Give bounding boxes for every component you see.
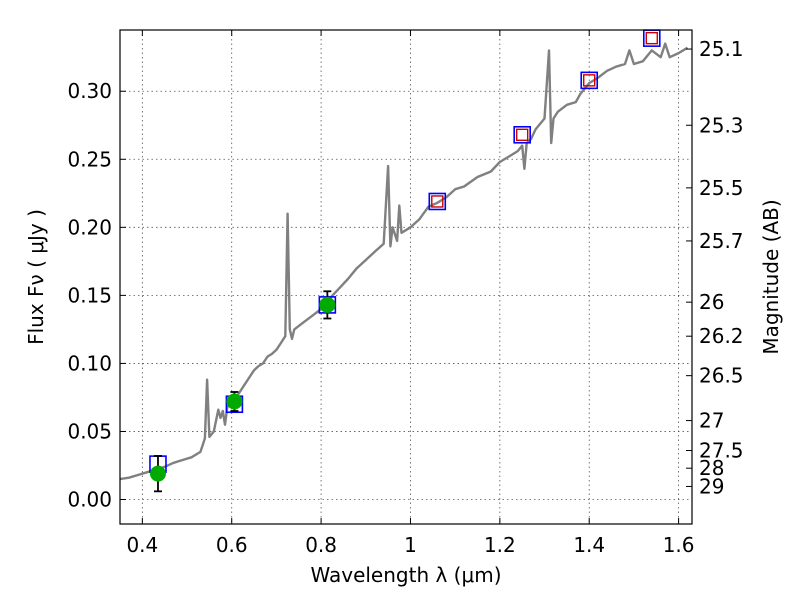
plot-frame (119, 29, 693, 525)
model-photometry-square (428, 192, 447, 211)
y-tick-label: 0.00 (67, 488, 112, 512)
observed-photometry-circle (149, 465, 166, 482)
y-tick-label: 0.30 (67, 79, 112, 103)
sed-line (119, 42, 689, 481)
y-axis-right-label: Magnitude (AB) (759, 199, 783, 354)
grid-lines (120, 30, 692, 524)
y-tick-label: 0.15 (67, 283, 112, 307)
mag-tick-label: 28 (699, 456, 724, 480)
x-tick-label: 0.8 (305, 533, 337, 557)
observed-ir-square (583, 74, 596, 87)
y-axis-label: Flux Fν ( μJy ) (24, 209, 48, 345)
mag-tick-label: 25.5 (699, 176, 744, 200)
observed-photometry-circle (226, 393, 243, 410)
observed-ir-square (515, 128, 529, 141)
mag-tick-label: 25.3 (699, 113, 744, 137)
tick-layer: 0.4 0.6 0.8 1 1.2 1.4 1.6 0.00 0.05 0.10 0.15 0.20 0… (67, 30, 744, 557)
mag-tick-label: 27 (699, 409, 724, 433)
mag-tick-label: 25.7 (699, 229, 744, 253)
mag-tick-label: 25.1 (699, 37, 744, 61)
x-tick-label: 1.6 (663, 533, 695, 557)
mag-tick-label: 29 (699, 474, 724, 498)
x-tick-label: 1 (404, 533, 417, 557)
mag-tick-label: 26.2 (699, 324, 744, 348)
observed-ir-square (645, 31, 658, 45)
mag-tick-label: 26.5 (699, 364, 744, 388)
model-photometry-square (580, 71, 599, 90)
observed-ir-square (431, 195, 444, 208)
y-tick-label: 0.10 (67, 351, 112, 375)
observed-photometry-circle (319, 296, 336, 313)
x-tick-label: 1.4 (573, 533, 605, 557)
y-tick-label: 0.05 (67, 419, 112, 443)
model-photometry-square (513, 125, 531, 144)
y-tick-label: 0.20 (67, 215, 112, 239)
x-tick-label: 0.4 (126, 533, 158, 557)
x-tick-label: 0.6 (216, 533, 248, 557)
x-tick-label: 1.2 (484, 533, 516, 557)
x-axis-label: Wavelength λ (μm) (310, 563, 501, 587)
mag-tick-label: 26 (699, 290, 724, 314)
mag-tick-label: 27.5 (699, 439, 744, 463)
y-tick-label: 0.25 (67, 147, 112, 171)
